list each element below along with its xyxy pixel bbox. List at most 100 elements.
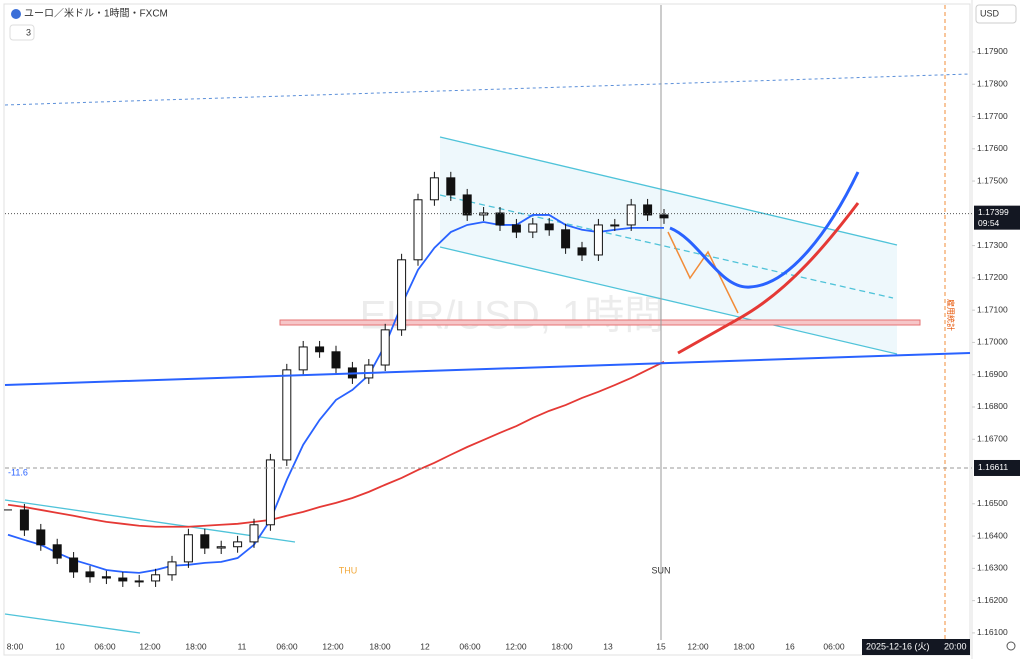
x-tick-label: 12:00: [505, 641, 527, 651]
x-tick-label: 16: [785, 641, 795, 651]
candle: [249, 524, 259, 543]
trendline-left: [4, 499, 296, 543]
plot-frame: [3, 3, 971, 656]
trendline-support: [4, 352, 971, 386]
y-tick-label: 1.17000: [977, 337, 1008, 347]
y-tick-label: 1.16900: [977, 369, 1008, 379]
trendline-dashed: [4, 73, 971, 106]
y-tick-label: 1.17900: [977, 46, 1008, 56]
x-tick-label: 06:00: [823, 641, 845, 651]
y-tick-label: 1.16400: [977, 530, 1008, 540]
candle: [561, 229, 571, 249]
x-tick-label: 18:00: [185, 641, 207, 651]
moving-average: [7, 214, 664, 574]
y-tick-label: 1.16200: [977, 595, 1008, 605]
candle: [118, 577, 128, 582]
x-tick-label: 11: [238, 641, 247, 651]
candle: [331, 351, 341, 369]
settings-button[interactable]: [1006, 641, 1016, 651]
x-tick-label: 12:00: [139, 641, 161, 651]
candle: [544, 223, 554, 231]
candle: [265, 459, 275, 526]
watermark: EUR/USD, 1時間: [360, 294, 665, 338]
candle: [19, 509, 29, 531]
y-tick-label: 1.17700: [977, 111, 1008, 121]
y-tick-label: 1.16700: [977, 434, 1008, 444]
candle: [315, 346, 325, 353]
event-label: 雇用統計: [946, 299, 956, 331]
indicator-count[interactable]: 3: [26, 27, 31, 37]
y-tick-label: 1.17800: [977, 78, 1008, 88]
candle: [282, 369, 292, 461]
day-marker: THU: [339, 565, 358, 575]
candle: [626, 204, 636, 226]
candle: [380, 329, 390, 366]
candle: [298, 346, 308, 371]
y-tick-label: 1.17300: [977, 240, 1008, 250]
channel-upper: [439, 136, 898, 246]
x-tick-label: 18:00: [551, 641, 573, 651]
candle: [528, 223, 538, 233]
projection-curve-blue: [669, 171, 860, 289]
y-tick-label: 1.17600: [977, 143, 1008, 153]
x-tick-label: 12:00: [322, 641, 344, 651]
projection-zigzag: [667, 231, 739, 314]
candle: [364, 364, 374, 379]
candle: [446, 177, 456, 196]
candle: [577, 247, 587, 256]
y-tick-label: 1.16500: [977, 498, 1008, 508]
crosshair-price-box: [974, 459, 1020, 476]
crosshair-hour: 20:00: [944, 641, 967, 651]
candle: [52, 544, 62, 559]
candle: [643, 204, 653, 216]
indicator-value: -11.6: [8, 467, 28, 477]
event-box: [946, 295, 955, 335]
x-tick-label: 18:00: [733, 641, 755, 651]
moving-average: [7, 360, 665, 528]
y-tick-label: 1.16300: [977, 563, 1008, 573]
x-tick-label: 12:00: [687, 641, 709, 651]
currency-button[interactable]: [975, 4, 1017, 24]
x-tick-label: 06:00: [276, 641, 298, 651]
y-tick-label: 1.17100: [977, 304, 1008, 314]
current-price: 1.17399: [978, 207, 1009, 217]
x-tick-label: 13: [603, 641, 613, 651]
x-tick-label: 18:00: [369, 641, 391, 651]
indicator-toggle[interactable]: [9, 24, 35, 41]
y-tick-label: 1.17200: [977, 272, 1008, 282]
crosshair-time-box: [862, 639, 970, 655]
candle: [216, 546, 226, 549]
x-tick-label: 06:00: [459, 641, 481, 651]
candle: [462, 194, 472, 216]
candle: [69, 557, 79, 573]
currency[interactable]: USD: [980, 8, 1000, 18]
candle: [397, 259, 407, 331]
countdown: 09:54: [978, 218, 1000, 228]
resistance-zone: [279, 319, 921, 326]
candle: [495, 212, 505, 226]
candle: [200, 534, 210, 549]
candle: [511, 224, 521, 233]
day-marker: SUN: [651, 565, 670, 575]
trendline-left-low: [4, 613, 141, 634]
candle: [233, 541, 243, 548]
symbol-title[interactable]: ユーロ／米ドル・1時間・FXCM: [24, 7, 168, 20]
crosshair-price: 1.16611: [978, 462, 1008, 472]
y-tick-label: 1.16800: [977, 401, 1008, 411]
crosshair-date: 2025-12-16 (火): [866, 641, 930, 651]
candle: [85, 571, 95, 578]
channel-mid: [439, 194, 894, 299]
candle: [593, 224, 603, 256]
y-tick-label: 1.16100: [977, 627, 1008, 637]
candle: [151, 574, 161, 582]
candle: [183, 534, 193, 563]
candle: [413, 199, 423, 261]
candle: [659, 214, 669, 219]
candle: [610, 224, 620, 227]
candle: [134, 580, 144, 583]
x-tick-label: 12: [420, 641, 430, 651]
projection-curve-red: [677, 202, 860, 355]
x-tick-label: 8:00: [7, 641, 24, 651]
candle: [167, 561, 177, 576]
